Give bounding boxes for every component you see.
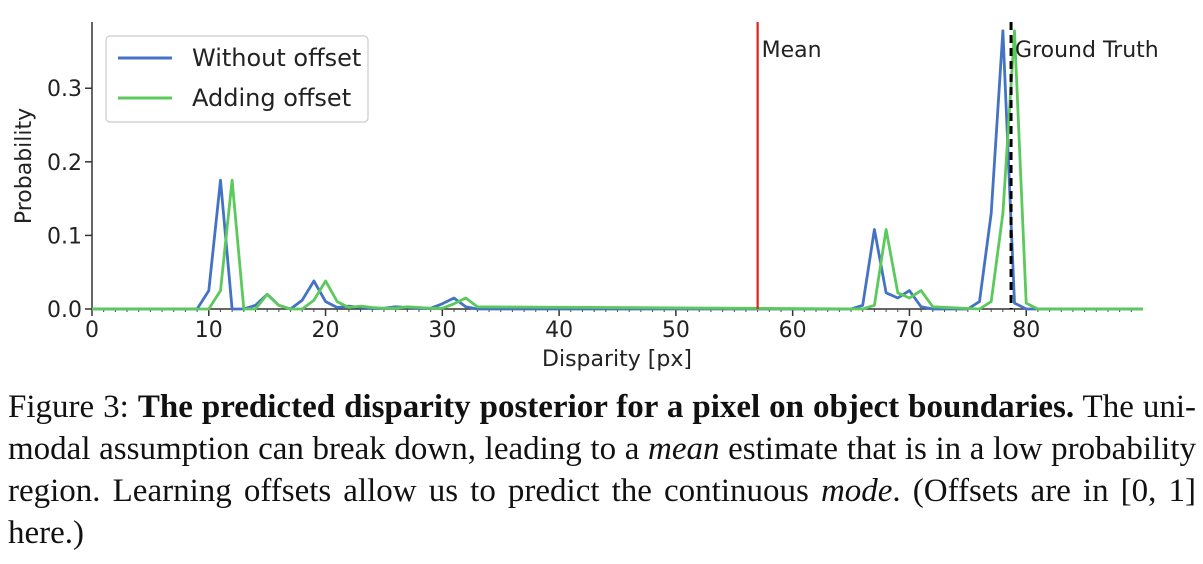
x-tick-label-40: 40 (545, 318, 573, 343)
x-tick-label-80: 80 (1012, 318, 1040, 343)
caption-prefix: Figure 3: (8, 389, 138, 425)
series-line-adding-offset (92, 29, 1143, 311)
y-axis-title: Probability (12, 108, 37, 224)
vline-label-mean: Mean (762, 38, 822, 63)
caption-title: The predicted disparity posterior for a … (137, 389, 1075, 425)
x-tick-label-50: 50 (662, 318, 690, 343)
y-tick-label-0.0: 0.0 (47, 298, 82, 323)
x-tick-label-10: 10 (195, 318, 223, 343)
vline-label-ground-truth: Ground Truth (1015, 38, 1159, 63)
x-tick-label-30: 30 (428, 318, 456, 343)
x-axis-title: Disparity [px] (542, 347, 692, 372)
y-tick-label-0.3: 0.3 (47, 77, 82, 102)
plot-area: 0 10 20 30 40 50 60 70 80 0.0 0.1 0.2 0.3 Mean Ground … (47, 22, 1159, 343)
caption-text-1: The uni-modal assumption can break down,… (8, 389, 1197, 467)
x-tick-label-70: 70 (895, 318, 923, 343)
legend-label-adding-offset: Adding offset (192, 84, 351, 112)
y-tick-label-0.1: 0.1 (47, 224, 82, 249)
caption-text-2: estimate that is in a low probability re… (8, 431, 1196, 509)
legend: Without offset Adding offset (105, 35, 369, 123)
x-tick-label-0: 0 (85, 318, 99, 343)
caption-italic-mode: mode (820, 473, 893, 509)
disparity-chart: 0 10 20 30 40 50 60 70 80 0.0 0.1 0.2 0.3 Mean Ground … (12, 22, 1159, 372)
figure-caption: Figure 3: The predicted disparity poster… (8, 386, 1196, 554)
x-tick-label-20: 20 (312, 318, 340, 343)
x-tick-label-60: 60 (779, 318, 807, 343)
y-tick-label-0.2: 0.2 (47, 151, 82, 176)
legend-label-without-offset: Without offset (192, 44, 361, 72)
caption-italic-mean: mean (648, 431, 720, 467)
caption-text-3: . (Offsets are in [0, 1] here.) (8, 473, 1196, 551)
